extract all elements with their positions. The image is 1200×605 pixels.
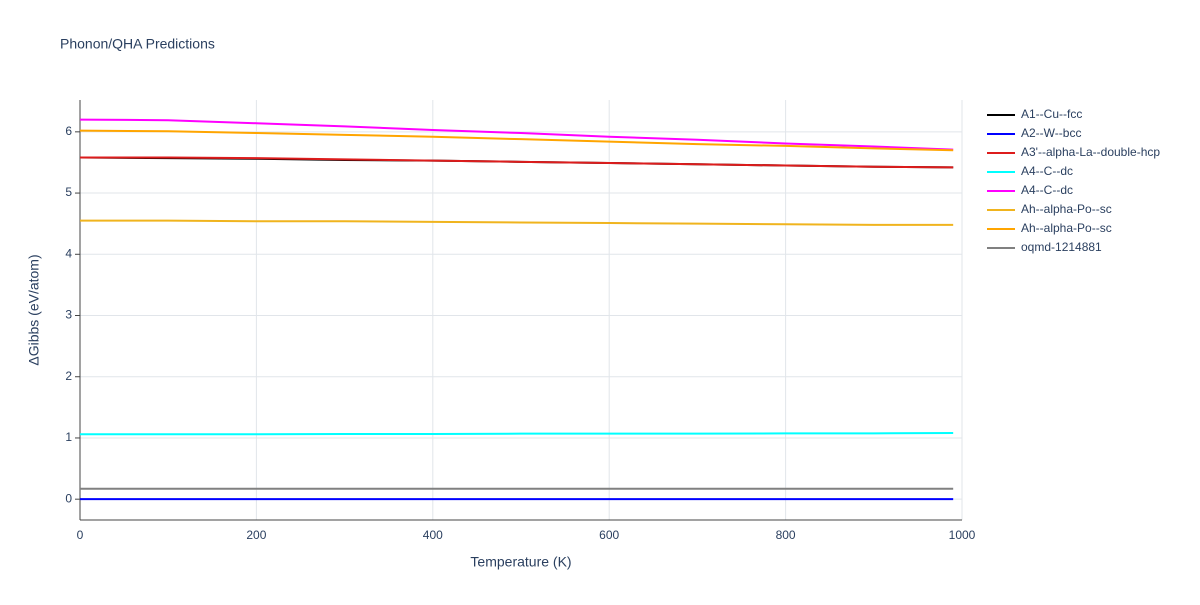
y-tick-label: 1 bbox=[65, 430, 72, 444]
legend-label: oqmd-1214881 bbox=[1021, 240, 1102, 254]
legend-label: Ah--alpha-Po--sc bbox=[1021, 202, 1112, 216]
line bbox=[79, 129, 954, 152]
line bbox=[80, 156, 954, 169]
x-tick-label: 800 bbox=[776, 528, 796, 542]
x-tick-label: 200 bbox=[246, 528, 266, 542]
y-tick-label: 4 bbox=[65, 246, 72, 260]
x-axis-label: Temperature (K) bbox=[470, 554, 571, 570]
x-tick-label: 1000 bbox=[949, 528, 976, 542]
y-tick-label: 3 bbox=[65, 308, 72, 322]
legend-label: A4--C--dc bbox=[1021, 183, 1073, 197]
x-tick-label: 0 bbox=[77, 528, 84, 542]
line bbox=[80, 432, 954, 436]
y-tick-label: 0 bbox=[65, 491, 72, 505]
legend-label: A1--Cu--fcc bbox=[1021, 107, 1082, 121]
y-tick-label: 5 bbox=[65, 185, 72, 199]
y-tick-label: 2 bbox=[65, 369, 72, 383]
x-tick-label: 400 bbox=[423, 528, 443, 542]
y-axis-label: ΔGibbs (eV/atom) bbox=[26, 254, 42, 365]
legend-label: A2--W--bcc bbox=[1021, 126, 1081, 140]
x-tick-label: 600 bbox=[599, 528, 619, 542]
line bbox=[80, 219, 954, 226]
legend-label: A3'--alpha-La--double-hcp bbox=[1021, 145, 1160, 159]
legend-label: A4--C--dc bbox=[1021, 164, 1073, 178]
chart-title: Phonon/QHA Predictions bbox=[60, 36, 215, 52]
y-tick-label: 6 bbox=[65, 124, 72, 138]
legend-label: Ah--alpha-Po--sc bbox=[1021, 221, 1112, 235]
line bbox=[79, 118, 954, 151]
